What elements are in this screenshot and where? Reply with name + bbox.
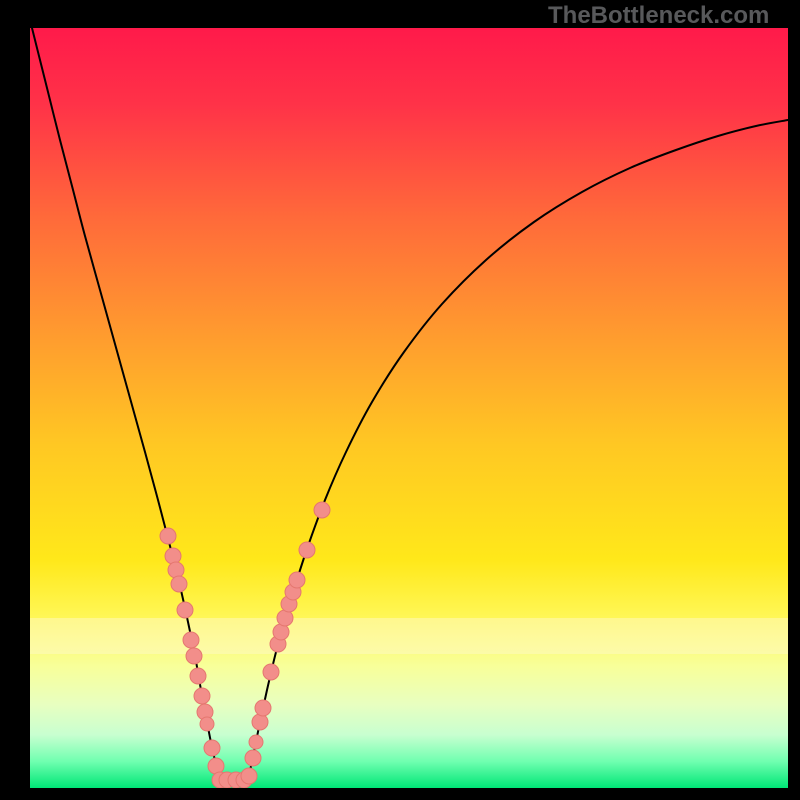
data-marker	[273, 624, 289, 640]
data-marker	[208, 758, 224, 774]
data-marker	[183, 632, 199, 648]
data-marker	[289, 572, 305, 588]
canvas-root: TheBottleneck.com	[0, 0, 800, 800]
plot-area	[30, 28, 788, 788]
data-marker	[165, 548, 181, 564]
gradient-background	[30, 28, 788, 788]
data-marker	[255, 700, 271, 716]
data-marker	[171, 576, 187, 592]
data-marker	[245, 750, 261, 766]
data-marker	[194, 688, 210, 704]
plot-svg	[0, 0, 800, 800]
data-marker	[204, 740, 220, 756]
data-marker	[168, 562, 184, 578]
data-marker	[314, 502, 330, 518]
data-marker	[177, 602, 193, 618]
data-marker	[252, 714, 268, 730]
watermark-text: TheBottleneck.com	[548, 2, 769, 30]
highlight-bands	[30, 618, 788, 654]
data-marker	[160, 528, 176, 544]
data-marker	[249, 735, 263, 749]
highlight-band	[30, 618, 788, 654]
data-marker	[186, 648, 202, 664]
data-marker	[263, 664, 279, 680]
data-marker	[200, 717, 214, 731]
data-marker	[190, 668, 206, 684]
data-marker	[241, 768, 257, 784]
data-marker	[277, 610, 293, 626]
data-marker	[299, 542, 315, 558]
